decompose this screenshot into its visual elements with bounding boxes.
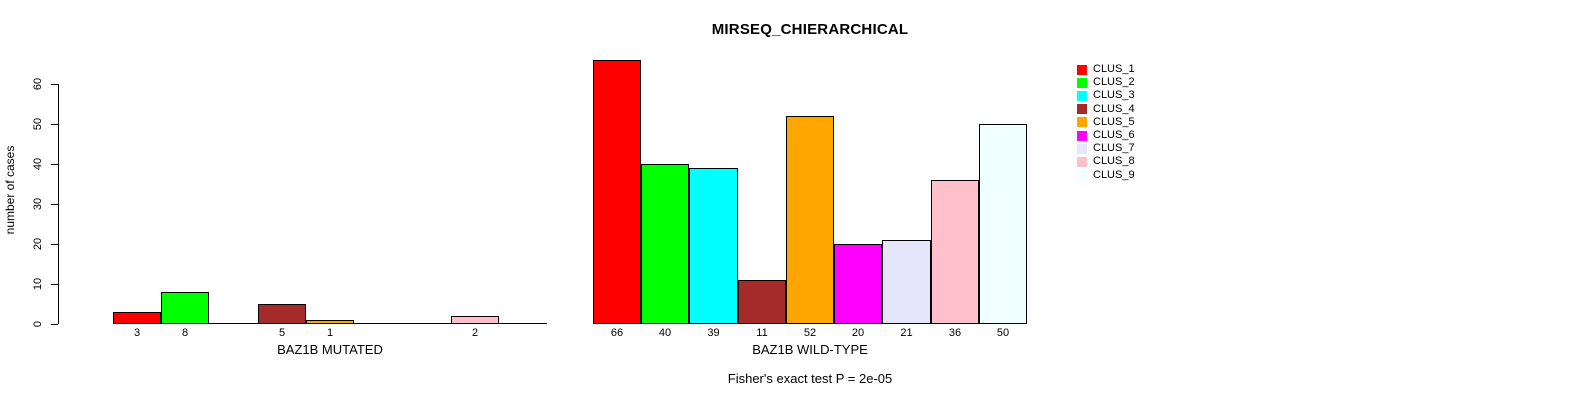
bar-value-label: 40 [658,327,672,339]
y-tick-mark [51,164,58,165]
bar-clus_5 [306,320,354,324]
legend: CLUS_1 CLUS_2 CLUS_3 CLUS_4 CLUS_5 CLUS_6 CLUS… [1077,63,1135,182]
y-tick-label: 0 [32,320,44,328]
y-tick-label: 40 [32,157,44,171]
legend-swatch-icon [1077,90,1087,101]
bar-clus_5 [786,116,834,324]
legend-row: CLUS_3 [1077,89,1135,102]
legend-row: CLUS_4 [1077,103,1135,116]
bar-value-label: 20 [851,327,865,339]
x-axis-label-mutated: BAZ1B MUTATED [277,342,383,357]
bar-clus_1 [113,312,161,324]
legend-label: CLUS_8 [1093,155,1135,168]
y-tick-label: 30 [32,197,44,211]
bar-clus_9 [979,124,1027,324]
bar-value-label: 3 [133,327,141,339]
bar-clus_8 [931,180,979,324]
legend-row: CLUS_6 [1077,129,1135,142]
y-tick-label: 60 [32,77,44,91]
legend-row: CLUS_7 [1077,142,1135,155]
legend-label: CLUS_7 [1093,142,1135,155]
y-axis [58,84,59,324]
chart-title: MIRSEQ_CHIERARCHICAL [711,21,909,38]
legend-swatch-icon [1077,156,1087,167]
bar-clus_8 [451,316,499,324]
legend-label: CLUS_5 [1093,115,1135,128]
bar-value-label: 5 [278,327,286,339]
bar-clus_6 [834,244,882,324]
legend-label: CLUS_9 [1093,168,1135,181]
y-axis-label: number of cases [3,145,17,235]
y-tick-mark [51,284,58,285]
legend-row: CLUS_2 [1077,76,1135,89]
y-tick-mark [51,204,58,205]
bar-value-label: 2 [471,327,479,339]
bar-value-label: 50 [996,327,1010,339]
legend-row: CLUS_9 [1077,169,1135,182]
legend-label: CLUS_6 [1093,129,1135,142]
legend-swatch-icon [1077,77,1087,88]
bar-value-label: 11 [756,327,768,339]
bar-clus_4 [258,304,306,324]
x-axis-label-wildtype: BAZ1B WILD-TYPE [752,342,868,357]
legend-label: CLUS_2 [1093,76,1135,89]
legend-row: CLUS_5 [1077,116,1135,129]
bar-value-label: 39 [707,327,720,339]
y-tick-mark [51,84,58,85]
legend-swatch-icon [1077,130,1087,141]
y-tick-mark [51,324,58,325]
legend-row: CLUS_8 [1077,155,1135,168]
bar-clus_7 [882,240,931,324]
bar-clus_1 [593,60,641,324]
bar-value-label: 52 [803,327,817,339]
fisher-test-caption: Fisher's exact test P = 2e-05 [727,371,893,386]
y-tick-label: 50 [32,117,44,131]
bar-value-label: 66 [610,327,624,339]
legend-row: CLUS_1 [1077,63,1135,76]
y-tick-label: 20 [32,237,44,251]
legend-label: CLUS_1 [1093,63,1135,76]
bar-value-label: 21 [900,327,913,339]
bar-clus_4 [738,280,786,324]
legend-swatch-icon [1077,104,1087,115]
legend-swatch-icon [1077,64,1087,75]
y-tick-label: 10 [32,277,44,291]
y-tick-mark [51,244,58,245]
bar-clus_3 [689,168,738,324]
bar-value-label: 8 [181,327,189,339]
legend-swatch-icon [1077,143,1087,154]
bar-value-label: 36 [948,327,962,339]
y-tick-mark [51,124,58,125]
legend-swatch-icon [1077,117,1087,128]
legend-label: CLUS_3 [1093,89,1135,102]
legend-label: CLUS_4 [1093,102,1135,115]
legend-swatch-icon [1077,170,1087,181]
bar-clus_2 [161,292,209,324]
bar-value-label: 1 [326,327,334,339]
bar-clus_2 [641,164,689,324]
